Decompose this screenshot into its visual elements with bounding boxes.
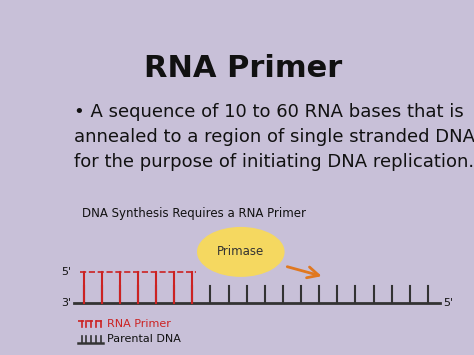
Ellipse shape [197,227,284,277]
Text: Parental DNA: Parental DNA [108,334,181,344]
Text: DNA Synthesis Requires a RNA Primer: DNA Synthesis Requires a RNA Primer [82,207,306,220]
Text: 5': 5' [443,299,453,308]
Text: RNA Primer: RNA Primer [108,319,171,329]
Text: 3': 3' [61,299,72,308]
Text: RNA Primer: RNA Primer [144,54,342,82]
Text: 5': 5' [61,267,72,277]
Text: • A sequence of 10 to 60 RNA bases that is
annealed to a region of single strand: • A sequence of 10 to 60 RNA bases that … [74,103,474,171]
Text: Primase: Primase [217,245,264,258]
